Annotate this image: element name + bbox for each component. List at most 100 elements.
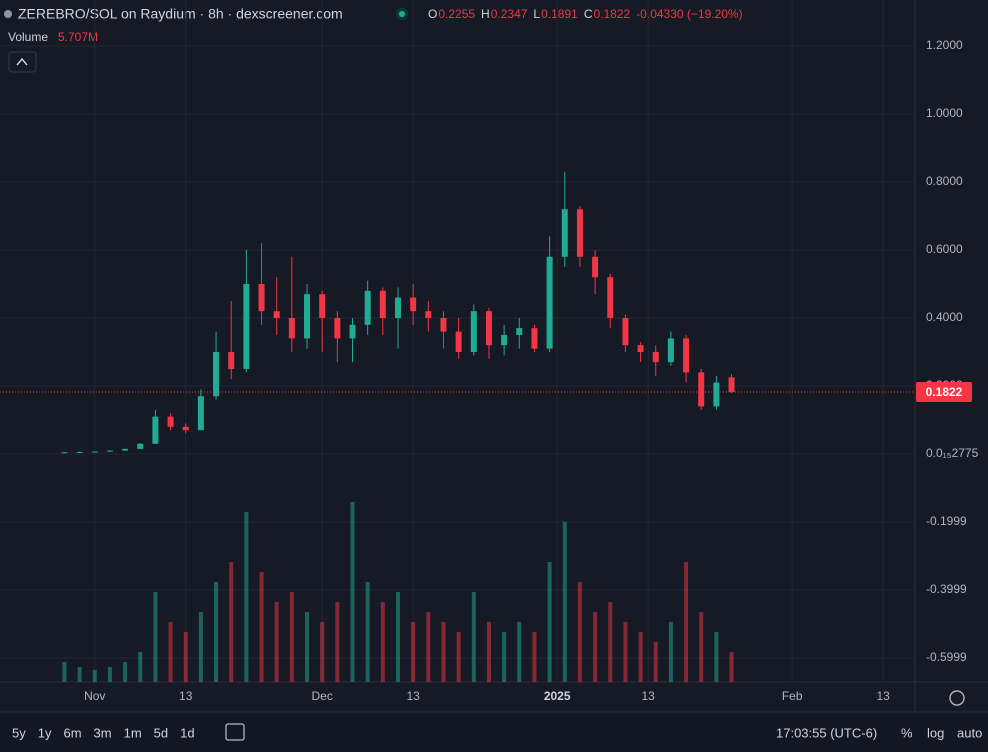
range-button[interactable]: 6m (63, 725, 81, 740)
ohlc-value: 0.2347 (491, 7, 528, 21)
ohlc-letter: O (428, 7, 437, 21)
volume-bar (547, 562, 552, 682)
candle-body (152, 416, 159, 444)
volume-bar (608, 602, 613, 682)
candle-body (273, 311, 280, 318)
candle-body (364, 290, 371, 325)
volume-bar (623, 622, 628, 682)
candle-body (379, 290, 386, 318)
candle-body (182, 426, 189, 431)
volume-bar (107, 667, 112, 682)
candle-body (106, 450, 113, 452)
range-button[interactable]: 1y (38, 725, 52, 740)
candle-body (667, 338, 674, 363)
volume-bar (714, 632, 719, 682)
candle-body (91, 451, 98, 453)
candle-body (501, 334, 508, 346)
option-button[interactable]: auto (957, 725, 982, 740)
collapse-icon (16, 57, 28, 66)
title: ZEREBRO/SOL on Raydium · 8h · dexscreene… (18, 6, 343, 22)
range-button[interactable]: 1d (180, 725, 194, 740)
volume-bar (653, 642, 658, 682)
collapse-button[interactable] (8, 51, 37, 73)
volume-bar (426, 612, 431, 682)
range-button[interactable]: 5d (154, 725, 168, 740)
volume-bar (214, 582, 219, 682)
toolbar-bg (0, 712, 988, 747)
range-button[interactable]: 5y (12, 725, 26, 740)
volume-bar (198, 612, 203, 682)
volume-bar (395, 592, 400, 682)
volume-bar (456, 632, 461, 682)
candle-body (243, 283, 250, 369)
candle-body (334, 317, 341, 339)
range-button[interactable]: 3m (94, 725, 112, 740)
ohlc-value: 0.1891 (541, 7, 578, 21)
candle-body (213, 351, 220, 397)
volume-bar (77, 667, 82, 682)
candle-body (197, 396, 204, 431)
range-button[interactable]: 1m (124, 725, 142, 740)
candle-body (258, 283, 265, 312)
x-tick-label: 2025 (544, 689, 571, 703)
clock: 17:03:55 (UTC-6) (776, 725, 877, 740)
volume-bar (168, 622, 173, 682)
volume-bar (729, 652, 734, 682)
settings-icon[interactable] (949, 690, 965, 706)
last-price-tag (916, 382, 972, 403)
volume-bar (365, 582, 370, 682)
volume-bar (289, 592, 294, 682)
option-button[interactable]: % (901, 725, 913, 740)
volume-bar (441, 622, 446, 682)
y-tick-label: -0.5999 (926, 650, 967, 664)
date-range-icon[interactable] (225, 723, 245, 741)
volume-bar (593, 612, 598, 682)
status-dot-inner (399, 11, 405, 17)
candle-body (516, 328, 523, 335)
ohlc-value: 0.1822 (593, 7, 630, 21)
volume-bar (229, 562, 234, 682)
volume-bar (411, 622, 416, 682)
option-button[interactable]: log (927, 725, 944, 740)
y-tick-label: 1.2000 (926, 38, 963, 52)
x-tick-label: Feb (782, 689, 803, 703)
candle-body (607, 277, 614, 318)
volume-bar (350, 502, 355, 682)
candle-body (622, 317, 629, 346)
token-icon (4, 10, 12, 18)
candle-body (288, 317, 295, 339)
ohlc-letter: C (584, 7, 593, 21)
volume-value: 5.707M (58, 30, 98, 44)
x-tick-label: 13 (641, 689, 655, 703)
candle-body (683, 338, 690, 373)
volume-bar (577, 582, 582, 682)
volume-bar (183, 632, 188, 682)
volume-label: Volume (8, 30, 48, 44)
y-tick-label: 0.0₁₅2775 (926, 446, 979, 460)
volume-bar (305, 612, 310, 682)
candle-body (713, 382, 720, 407)
candle-body (470, 311, 477, 352)
candle-body (228, 351, 235, 369)
candle-body (122, 448, 129, 451)
y-tick-label: -0.3999 (926, 582, 967, 596)
candle-body (531, 328, 538, 349)
volume-bar (471, 592, 476, 682)
candle-body (349, 324, 356, 339)
ohlc-letter: H (481, 7, 490, 21)
volume-bar (320, 622, 325, 682)
candle-body (652, 351, 659, 363)
volume-bar (138, 652, 143, 682)
volume-bar (274, 602, 279, 682)
y-tick-label: 1.0000 (926, 106, 963, 120)
candle-body (440, 317, 447, 332)
volume-bar (153, 592, 158, 682)
volume-bar (517, 622, 522, 682)
candle-body (698, 372, 705, 407)
candle-body (76, 451, 83, 453)
volume-bar (562, 522, 567, 682)
candle-body (592, 256, 599, 278)
